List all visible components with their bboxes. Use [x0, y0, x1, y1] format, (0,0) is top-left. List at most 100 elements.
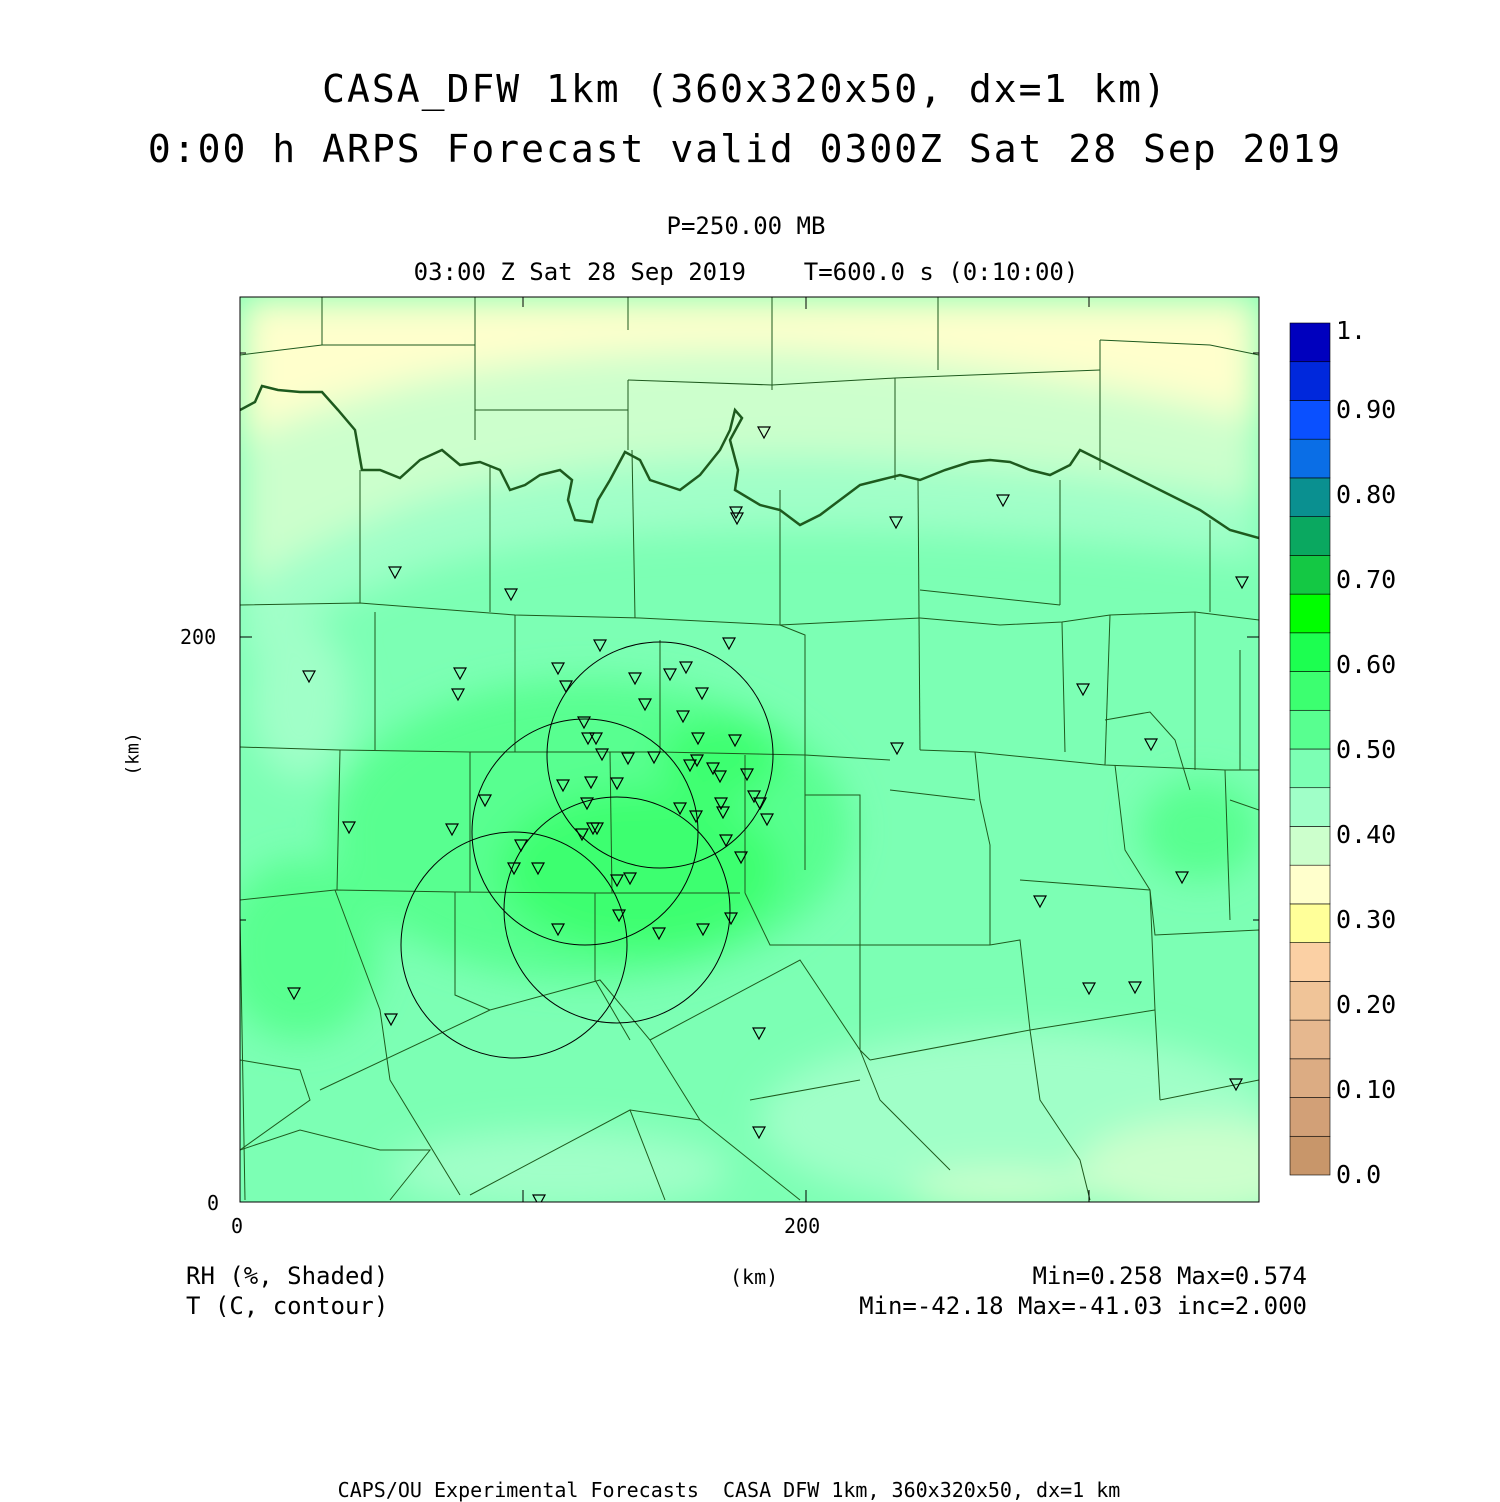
- colorbar-label-0.80: 0.80: [1336, 480, 1397, 509]
- colorbar-label-0.70: 0.70: [1336, 565, 1397, 594]
- station-marker-icon: [690, 732, 706, 746]
- station-marker-icon: [1234, 576, 1250, 590]
- legend-shaded: RH (%, Shaded): [186, 1262, 389, 1290]
- colorbar-swatch: [1289, 787, 1331, 827]
- station-marker-icon: [1228, 1078, 1244, 1092]
- colorbar-swatch: [1289, 1019, 1331, 1060]
- station-marker-icon: [506, 862, 522, 876]
- station-marker-icon: [995, 494, 1011, 508]
- station-marker-icon: [1032, 895, 1048, 909]
- colorbar-swatch: [1289, 864, 1331, 905]
- station-marker-icon: [383, 1013, 399, 1027]
- station-marker-icon: [583, 776, 599, 790]
- shaded-min-max: Min=0.258 Max=0.574: [1032, 1262, 1307, 1290]
- colorbar-swatch: [1289, 555, 1331, 595]
- y-tick-0: 0: [207, 1191, 220, 1215]
- station-marker-icon: [387, 566, 403, 580]
- station-marker-icon: [695, 923, 711, 937]
- station-marker-icon: [651, 927, 667, 941]
- station-marker-icon: [723, 912, 739, 926]
- station-marker-icon: [574, 828, 590, 842]
- station-marker-icon: [452, 667, 468, 681]
- station-marker-icon: [579, 797, 595, 811]
- station-marker-icon: [756, 426, 772, 440]
- station-markers: [286, 426, 1250, 1202]
- station-marker-icon: [444, 823, 460, 837]
- legend-contour: T (C, contour): [186, 1292, 389, 1320]
- station-marker-icon: [576, 716, 592, 730]
- y-tick-200: 200: [180, 625, 217, 649]
- colorbar-label-0.40: 0.40: [1336, 820, 1397, 849]
- station-marker-icon: [580, 732, 596, 746]
- colorbar-swatch: [1289, 322, 1331, 363]
- colorbar-swatch: [1289, 748, 1331, 789]
- station-marker-icon: [588, 732, 604, 746]
- colorbar-label-0.20: 0.20: [1336, 990, 1397, 1019]
- station-marker-icon: [694, 687, 710, 701]
- y-axis-label: (km): [122, 732, 144, 776]
- station-marker-icon: [620, 752, 636, 766]
- station-marker-icon: [889, 742, 905, 756]
- colorbar-swatch: [1289, 438, 1331, 479]
- station-marker-icon: [712, 770, 728, 784]
- plot-frame: [239, 296, 1260, 1203]
- station-marker-icon: [715, 806, 731, 820]
- station-marker-icon: [713, 797, 729, 811]
- station-marker-icon: [751, 1027, 767, 1041]
- colorbar-swatch: [1289, 981, 1331, 1021]
- colorbar-swatch: [1289, 942, 1331, 982]
- colorbar-swatch: [1289, 400, 1331, 440]
- colorbar-swatch: [1289, 671, 1331, 711]
- station-marker-icon: [530, 862, 546, 876]
- station-marker-icon: [558, 680, 574, 694]
- station-marker-icon: [751, 1126, 767, 1140]
- station-marker-icon: [646, 751, 662, 765]
- colorbar-swatch: [1289, 1135, 1331, 1176]
- station-marker-icon: [637, 698, 653, 712]
- colorbar-label-1: 1.: [1336, 316, 1367, 345]
- colorbar-label-0.30: 0.30: [1336, 905, 1397, 934]
- colorbar-swatch: [1289, 632, 1331, 672]
- colorbar-swatch: [1289, 593, 1331, 634]
- colorbar-label-0.0: 0.0: [1336, 1160, 1382, 1189]
- station-marker-icon: [594, 748, 610, 762]
- station-marker-icon: [662, 668, 678, 682]
- rh-shaded-field: [240, 297, 1259, 1202]
- station-marker-icon: [592, 639, 608, 653]
- axis-ticks: [240, 297, 1259, 1202]
- station-marker-icon: [503, 588, 519, 602]
- colorbar-swatch: [1289, 361, 1331, 401]
- station-marker-icon: [627, 672, 643, 686]
- station-marker-icon: [675, 710, 691, 724]
- station-marker-icon: [688, 810, 704, 824]
- state-border-red-river: [240, 384, 1259, 540]
- valid-time: 03:00 Z Sat 28 Sep 2019 T=600.0 s (0:10:…: [413, 258, 1079, 286]
- station-marker-icon: [1075, 683, 1091, 697]
- station-marker-icon: [341, 821, 357, 835]
- forecast-subtitle: 0:00 h ARPS Forecast valid 0300Z Sat 28 …: [147, 127, 1343, 171]
- radar-range-rings: [400, 641, 774, 1059]
- x-axis-label: (km): [730, 1265, 779, 1289]
- station-marker-icon: [611, 909, 627, 923]
- colorbar-label-0.90: 0.90: [1336, 395, 1397, 424]
- plot-title: CASA_DFW 1km (360x320x50, dx=1 km): [322, 67, 1168, 111]
- station-marker-icon: [589, 822, 605, 836]
- station-marker-icon: [531, 1194, 547, 1202]
- colorbar-swatch: [1289, 709, 1331, 750]
- colorbar-label-0.50: 0.50: [1336, 735, 1397, 764]
- contour-min-max: Min=-42.18 Max=-41.03 inc=2.000: [859, 1292, 1307, 1320]
- colorbar-swatch: [1289, 826, 1331, 866]
- colorbar-swatch: [1289, 477, 1331, 517]
- station-marker-icon: [752, 797, 768, 811]
- station-marker-icon: [705, 762, 721, 776]
- colorbar: [1289, 322, 1331, 1176]
- station-marker-icon: [513, 839, 529, 853]
- colorbar-swatch: [1289, 1058, 1331, 1098]
- colorbar-label-0.10: 0.10: [1336, 1075, 1397, 1104]
- station-marker-icon: [550, 923, 566, 937]
- station-marker-icon: [718, 834, 734, 848]
- station-marker-icon: [450, 688, 466, 702]
- station-marker-icon: [477, 794, 493, 808]
- colorbar-swatch: [1289, 1097, 1331, 1137]
- station-marker-icon: [609, 874, 625, 888]
